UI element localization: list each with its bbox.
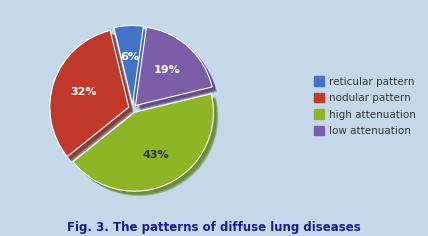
Wedge shape	[77, 97, 217, 195]
Wedge shape	[140, 32, 217, 110]
Wedge shape	[53, 34, 132, 160]
Wedge shape	[119, 30, 148, 109]
Wedge shape	[139, 31, 216, 109]
Text: 19%: 19%	[154, 65, 181, 76]
Wedge shape	[140, 32, 217, 110]
Wedge shape	[118, 30, 148, 108]
Wedge shape	[76, 97, 217, 194]
Wedge shape	[114, 25, 143, 104]
Wedge shape	[140, 32, 217, 110]
Wedge shape	[55, 35, 134, 162]
Wedge shape	[76, 97, 216, 194]
Wedge shape	[78, 99, 218, 196]
Wedge shape	[117, 29, 147, 108]
Wedge shape	[119, 30, 148, 109]
Legend: reticular pattern, nodular pattern, high attenuation, low attenuation: reticular pattern, nodular pattern, high…	[311, 73, 419, 139]
Wedge shape	[54, 34, 133, 160]
Wedge shape	[139, 31, 216, 109]
Wedge shape	[136, 27, 212, 105]
Wedge shape	[117, 28, 146, 107]
Text: 6%: 6%	[121, 52, 140, 62]
Wedge shape	[139, 30, 215, 109]
Wedge shape	[54, 35, 134, 161]
Text: 43%: 43%	[142, 150, 169, 160]
Wedge shape	[117, 29, 146, 107]
Text: Fig. 3. The patterns of diffuse lung diseases: Fig. 3. The patterns of diffuse lung dis…	[67, 221, 361, 234]
Wedge shape	[77, 97, 217, 195]
Wedge shape	[77, 98, 218, 196]
Wedge shape	[54, 34, 133, 161]
Wedge shape	[118, 29, 147, 108]
Wedge shape	[53, 34, 132, 160]
Wedge shape	[119, 30, 149, 110]
Wedge shape	[54, 35, 133, 161]
Wedge shape	[139, 31, 215, 109]
Wedge shape	[138, 30, 215, 108]
Wedge shape	[118, 30, 148, 109]
Wedge shape	[54, 35, 133, 161]
Wedge shape	[54, 34, 132, 160]
Wedge shape	[73, 94, 214, 191]
Wedge shape	[76, 97, 217, 194]
Wedge shape	[78, 98, 218, 196]
Wedge shape	[53, 33, 131, 159]
Wedge shape	[140, 31, 216, 110]
Text: 32%: 32%	[71, 87, 97, 97]
Wedge shape	[140, 32, 217, 110]
Wedge shape	[50, 30, 129, 157]
Wedge shape	[77, 98, 217, 195]
Wedge shape	[117, 29, 147, 108]
Wedge shape	[77, 98, 218, 195]
